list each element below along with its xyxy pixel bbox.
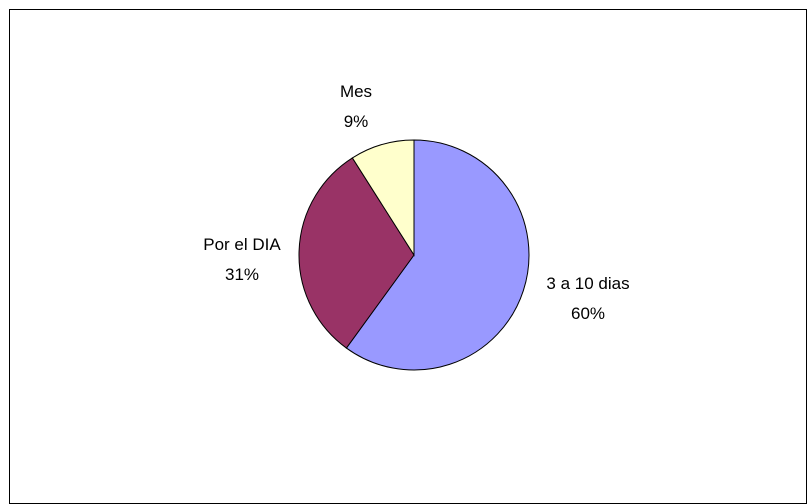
pie-chart: 3 a 10 dias 60% Por el DIA 31% Mes 9% xyxy=(203,82,630,371)
slice-label-por-el-dia: Por el DIA xyxy=(203,235,281,254)
slice-label-3-a-10-dias: 3 a 10 dias xyxy=(546,274,629,293)
slice-percent-por-el-dia: 31% xyxy=(225,265,259,284)
pie-slice-mes xyxy=(351,139,415,257)
pie-slice-por-el-dia xyxy=(298,157,415,349)
chart-area: 3 a 10 dias 60% Por el DIA 31% Mes 9% xyxy=(9,9,807,504)
pie-slice-3-a-10-dias xyxy=(345,139,530,371)
slice-label-mes: Mes xyxy=(340,82,372,101)
slice-percent-mes: 9% xyxy=(344,112,369,131)
slice-percent-3-a-10-dias: 60% xyxy=(571,304,605,323)
